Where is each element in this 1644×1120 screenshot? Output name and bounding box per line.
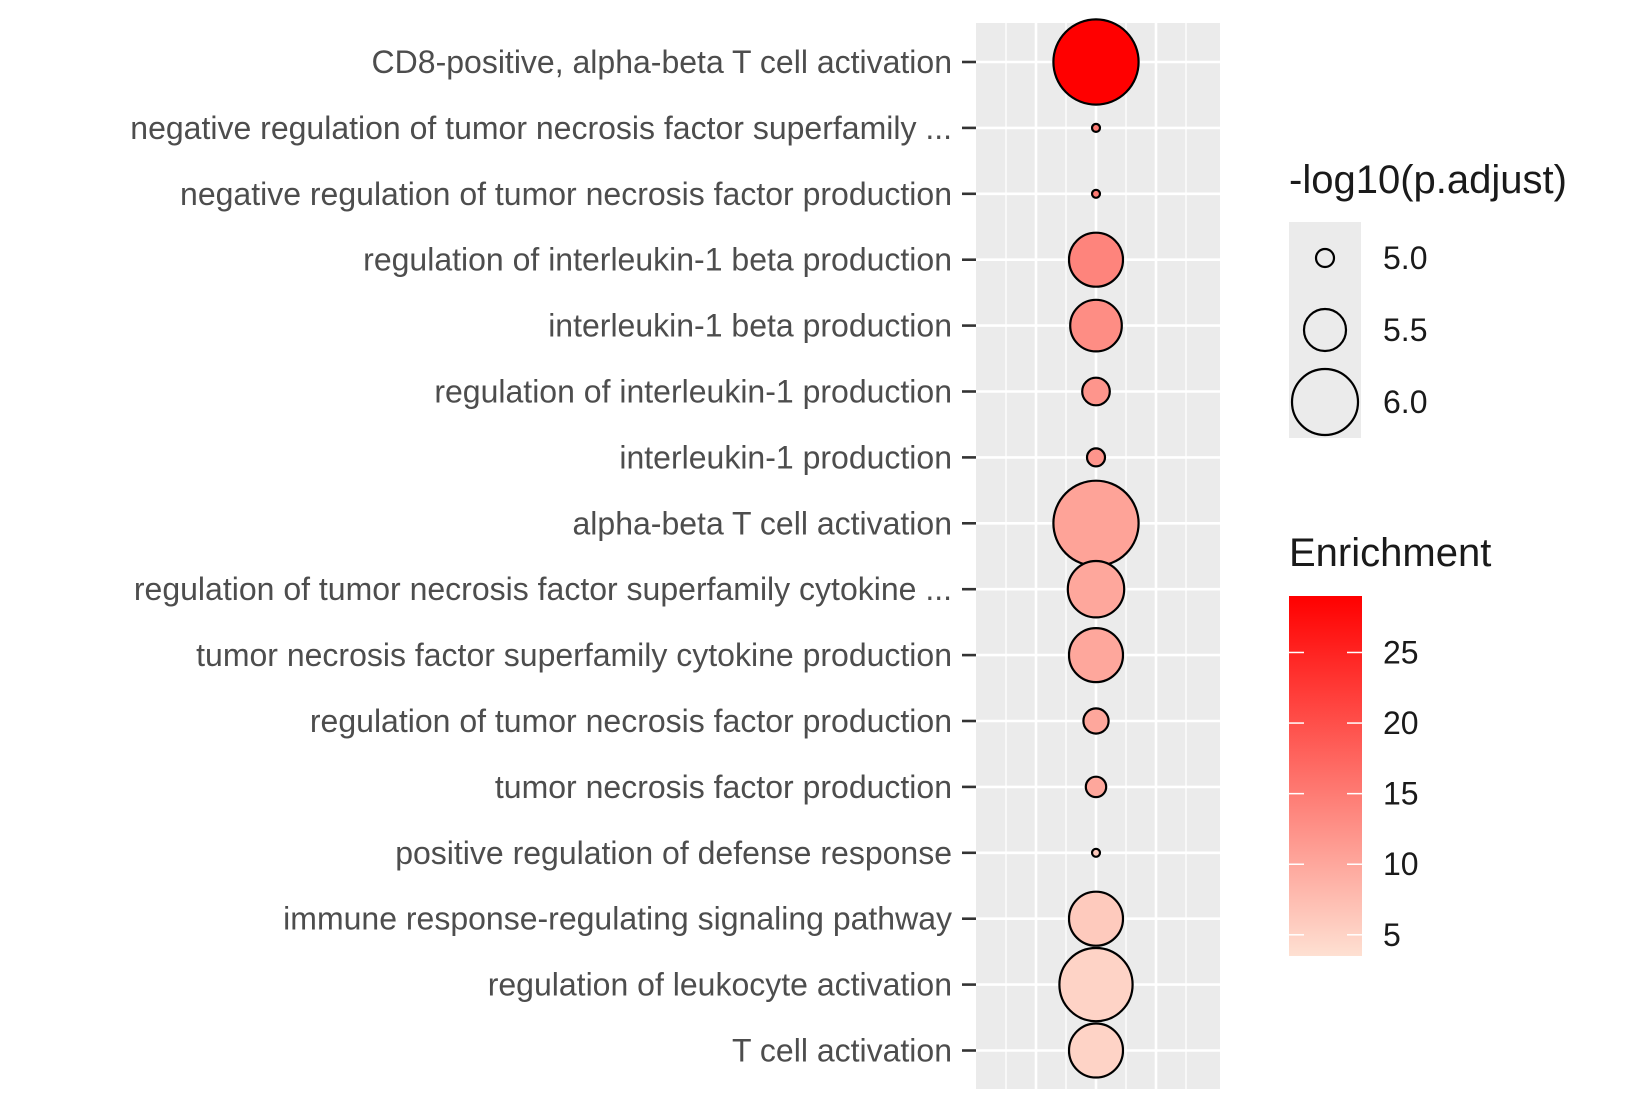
data-point [1090,122,1102,134]
size-legend-key [1302,307,1348,353]
data-point [1067,626,1125,684]
data-point [1067,1022,1125,1079]
color-legend-label: 15 [1383,776,1419,812]
size-legend-key-background [1289,222,1361,438]
size-legend-key [1290,367,1360,437]
y-tick-label: positive regulation of defense response [395,835,952,871]
y-tick-label: regulation of leukocyte activation [488,967,952,1003]
y-tick-label: T cell activation [732,1033,952,1069]
y-tick-label: regulation of tumor necrosis factor prod… [310,703,952,739]
data-point [1067,231,1125,288]
size-legend-label: 6.0 [1383,384,1427,420]
y-axis-ticks [962,60,976,1052]
data-point [1069,298,1123,353]
color-legend-label: 20 [1383,705,1419,741]
data-point [1084,775,1108,799]
data-point [1081,376,1111,407]
data-point [1052,479,1140,567]
size-legend: -log10(p.adjust) 5.0 5.5 6.0 [1289,158,1567,438]
y-tick-label: immune response-regulating signaling pat… [283,901,952,937]
color-legend: Enrichment 5 10 15 20 25 [1289,531,1491,956]
y-tick-label: interleukin-1 production [619,439,952,475]
data-point [1085,447,1107,468]
y-tick-label: regulation of tumor necrosis factor supe… [134,571,952,607]
color-legend-label: 5 [1383,917,1401,953]
data-point [1052,18,1140,106]
y-tick-label: interleukin-1 beta production [548,308,952,344]
size-legend-title: -log10(p.adjust) [1289,158,1567,202]
size-legend-label: 5.0 [1383,240,1427,276]
data-point [1082,707,1110,735]
data-points [1052,18,1140,1079]
y-tick-label: tumor necrosis factor superfamily cytoki… [196,637,952,673]
data-point [1090,188,1102,199]
data-point [1090,847,1102,858]
data-point [1066,559,1126,619]
size-legend-label: 5.5 [1383,312,1427,348]
y-axis-labels: CD8-positive, alpha-beta T cell activati… [130,44,952,1069]
size-legend-key [1314,247,1336,269]
y-tick-label: CD8-positive, alpha-beta T cell activati… [372,44,952,80]
y-tick-label: negative regulation of tumor necrosis fa… [130,110,952,146]
y-tick-label: regulation of interleukin-1 beta product… [363,242,952,278]
color-legend-label: 10 [1383,846,1419,882]
color-legend-title: Enrichment [1289,531,1491,575]
y-tick-label: alpha-beta T cell activation [573,505,953,541]
y-tick-label: regulation of interleukin-1 production [434,374,952,410]
data-point [1067,890,1125,947]
color-legend-label: 25 [1383,634,1419,670]
y-tick-label: negative regulation of tumor necrosis fa… [180,176,952,212]
data-point [1058,946,1134,1023]
color-bar [1289,596,1362,956]
y-tick-label: tumor necrosis factor production [495,769,952,805]
